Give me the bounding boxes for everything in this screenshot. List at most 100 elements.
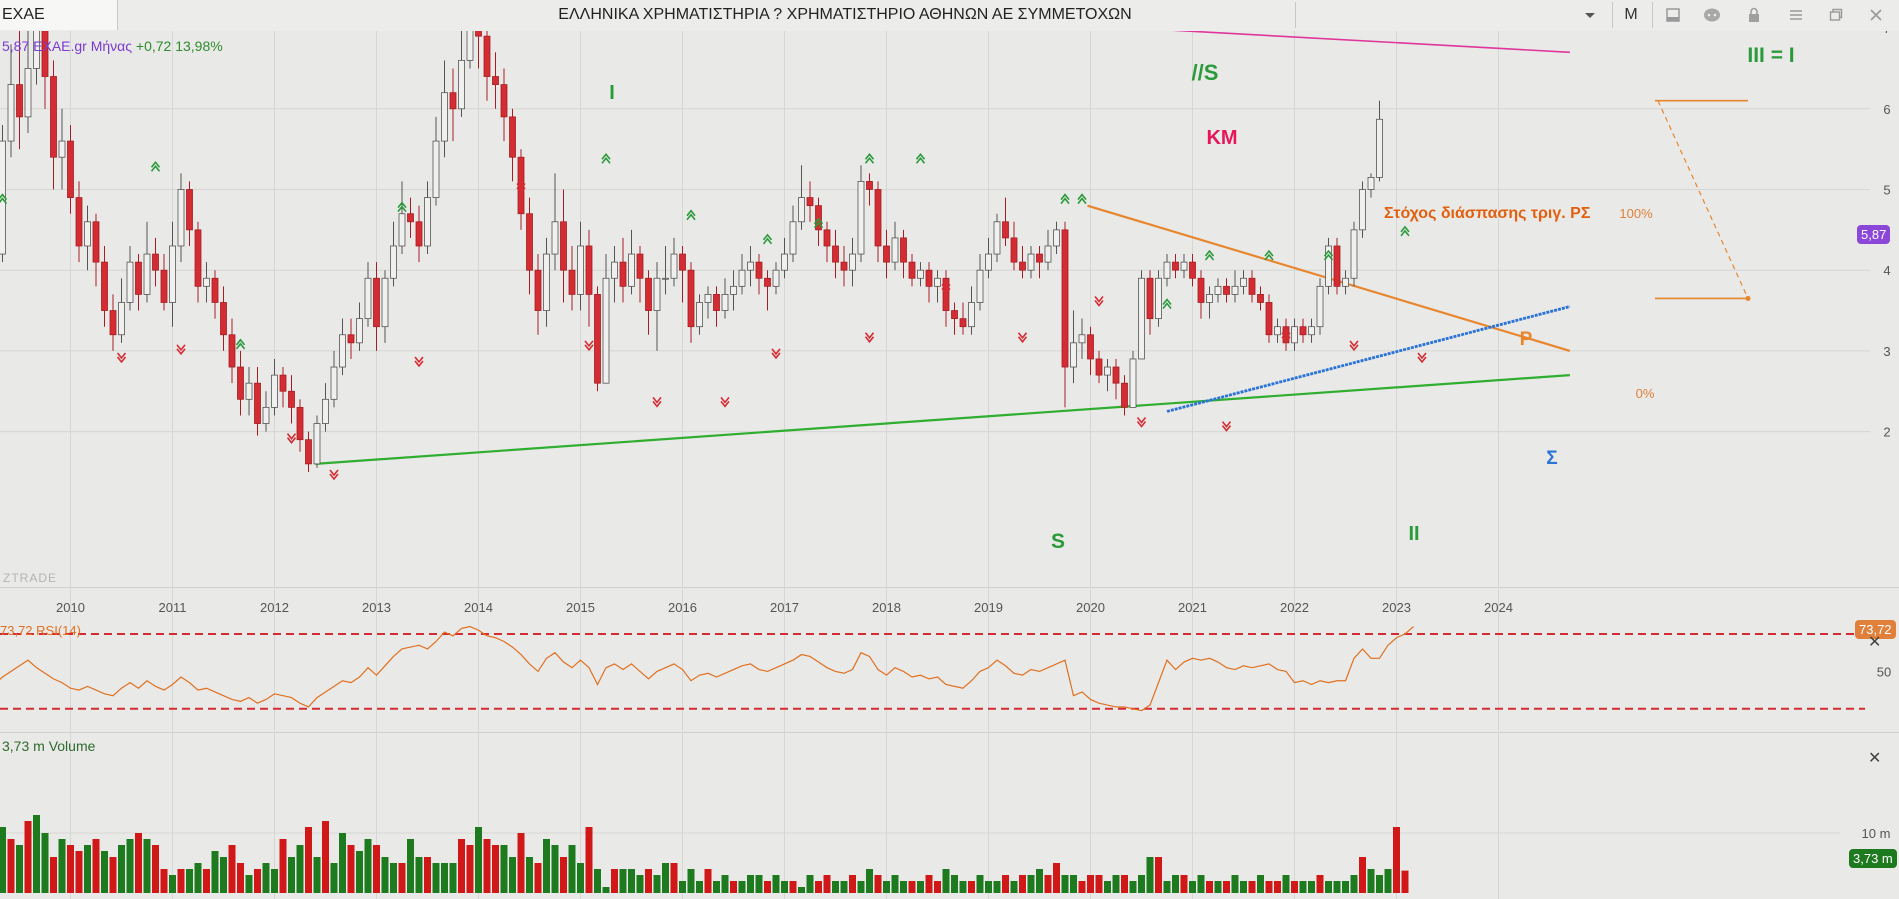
- volume-bar: [500, 845, 508, 893]
- pivot-high-marker: [1400, 225, 1410, 237]
- close-window-icon[interactable]: [1858, 0, 1894, 30]
- candle-body: [730, 285, 737, 295]
- panel-divider: [0, 732, 1899, 733]
- candle-body: [857, 181, 865, 255]
- volume-bar: [959, 881, 967, 893]
- candle-body: [67, 140, 74, 198]
- candle-body: [1138, 277, 1145, 360]
- volume-bar: [1087, 875, 1094, 893]
- candle-body: [390, 245, 397, 279]
- candle-body: [1214, 285, 1222, 295]
- candle-body: [1342, 277, 1349, 287]
- volume-bar: [1350, 875, 1358, 893]
- pivot-low-marker: [864, 332, 875, 344]
- candle-body: [619, 261, 627, 287]
- candle-body: [373, 277, 380, 328]
- volume-bar: [381, 857, 389, 893]
- header-change: +0,72 13,98%: [135, 38, 223, 54]
- volume-bar: [305, 827, 312, 893]
- pivot-high-marker: [1162, 298, 1172, 309]
- candle-body: [1087, 334, 1094, 360]
- candle-body: [585, 245, 593, 295]
- volume-bar: [1223, 881, 1230, 893]
- volume-bar: [560, 857, 567, 893]
- candle-body: [500, 84, 508, 118]
- volume-bar: [50, 857, 57, 893]
- x-tick-label: 2011: [159, 600, 187, 615]
- panel-divider: [0, 587, 1899, 588]
- candle-body: [458, 59, 465, 110]
- candle-body: [7, 84, 15, 142]
- x-tick-label: 2019: [974, 600, 1003, 615]
- volume-bar: [1172, 875, 1179, 893]
- last-price-tag: 5,87: [1857, 225, 1891, 244]
- pivot-low-marker: [1349, 340, 1359, 352]
- fib-0-label: 0%: [1636, 386, 1655, 401]
- chevron-down-icon[interactable]: [1572, 0, 1608, 30]
- pivot-high-marker: [235, 338, 246, 350]
- chat-bubble-icon[interactable]: [1694, 0, 1730, 30]
- volume-bar: [177, 869, 185, 893]
- symbol-input[interactable]: EXAE: [0, 0, 118, 30]
- chart-layout-icon[interactable]: [1655, 0, 1691, 30]
- volume-bar: [577, 863, 584, 893]
- y-tick-label: 7: [1883, 31, 1890, 36]
- candle-body: [381, 277, 389, 328]
- volume-bar: [798, 887, 805, 893]
- candle-body: [738, 269, 746, 287]
- candle-body: [347, 334, 355, 344]
- fib-100-label: 100%: [1619, 206, 1653, 221]
- candle-body: [755, 261, 763, 279]
- volume-bar: [424, 857, 431, 893]
- volume-bar: [441, 863, 448, 893]
- candle-body: [560, 221, 567, 271]
- close-volume-icon[interactable]: ✕: [1868, 750, 1882, 767]
- pivot-low-marker: [584, 340, 594, 352]
- volume-bar: [1308, 881, 1315, 893]
- pivot-low-marker: [1094, 295, 1104, 307]
- volume-bar: [245, 875, 253, 893]
- candle-body: [925, 269, 933, 287]
- volume-bar: [194, 863, 202, 893]
- candle-body: [1350, 229, 1358, 279]
- x-tick-label: 2017: [770, 600, 799, 615]
- volume-bar: [492, 845, 499, 893]
- volume-bar: [1274, 881, 1281, 893]
- volume-bar: [534, 863, 542, 893]
- period-button[interactable]: M: [1624, 6, 1638, 23]
- volume-bar: [237, 863, 244, 893]
- y-tick-label: 3: [1883, 344, 1890, 359]
- candle-body: [1248, 277, 1256, 295]
- volume-bar: [849, 875, 856, 893]
- x-tick-label: 2024: [1484, 600, 1513, 615]
- chart-area[interactable]: 2010 2011 2012 2013 2014 2015 2016 2017 2018 2019…: [0, 31, 1899, 899]
- candle-body: [449, 92, 457, 110]
- volume-bar: [772, 875, 780, 893]
- volume-bar: [84, 845, 91, 893]
- pivot-low-marker: [1281, 332, 1291, 344]
- restore-window-icon[interactable]: [1818, 0, 1854, 30]
- lock-icon[interactable]: [1736, 0, 1772, 30]
- triangle-upper-label: Ρ: [1520, 329, 1533, 350]
- menu-lines-icon[interactable]: [1778, 0, 1814, 30]
- y-tick-label: 4: [1883, 263, 1890, 278]
- pivot-high-marker: [150, 161, 161, 172]
- volume-bar: [874, 875, 882, 893]
- candle-body: [1316, 285, 1324, 328]
- volume-bar: [322, 821, 329, 893]
- close-rsi-icon[interactable]: ✕: [1868, 634, 1882, 651]
- candle-body: [662, 277, 669, 280]
- volume-bar: [900, 881, 907, 893]
- candle-body: [1197, 277, 1205, 303]
- candle-body: [840, 261, 848, 271]
- volume-bar: [517, 833, 525, 893]
- candle-body: [908, 261, 916, 279]
- volume-bar: [1291, 881, 1298, 893]
- volume-bar: [211, 851, 219, 893]
- candle-body: [50, 76, 57, 158]
- candle-body: [645, 277, 652, 311]
- candle-body: [415, 221, 423, 247]
- candle-body: [1104, 366, 1111, 376]
- volume-bar: [942, 869, 950, 893]
- trendline: [315, 374, 1570, 465]
